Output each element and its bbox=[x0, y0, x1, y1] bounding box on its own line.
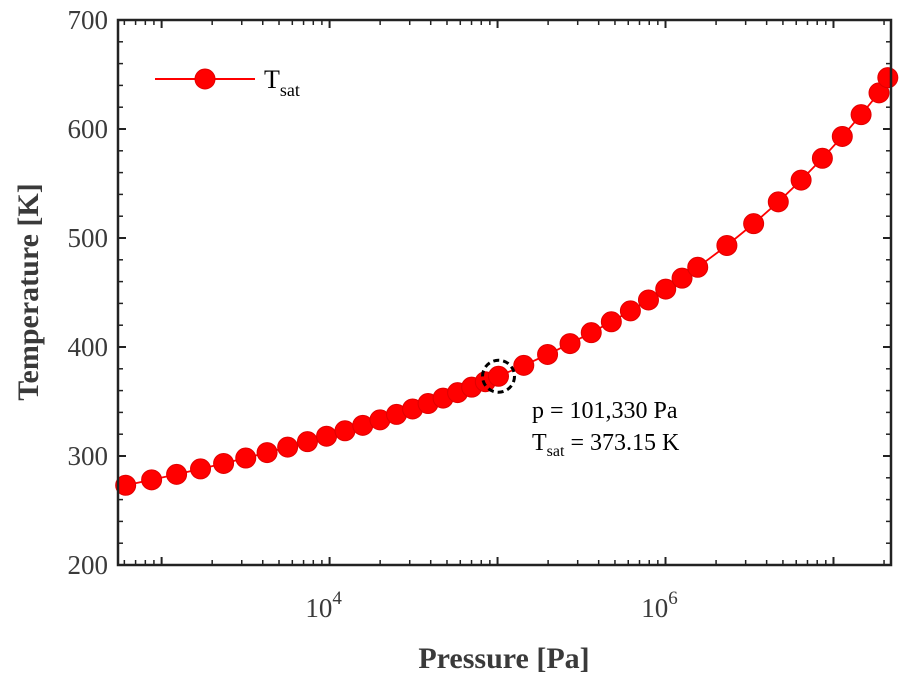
annotation-line-2-sub: sat bbox=[547, 443, 565, 460]
data-point bbox=[141, 469, 163, 491]
y-tick-label: 200 bbox=[68, 550, 109, 580]
data-point bbox=[850, 104, 872, 126]
plot-frame bbox=[116, 18, 893, 567]
y-axis-title: Temperature [K] bbox=[12, 183, 45, 400]
data-point bbox=[235, 447, 257, 469]
data-point bbox=[877, 67, 899, 89]
legend-label-main: T bbox=[264, 65, 280, 94]
legend: Tsat bbox=[155, 65, 300, 100]
y-tick-label: 300 bbox=[68, 441, 109, 471]
data-point bbox=[767, 191, 789, 213]
data-point bbox=[213, 452, 235, 474]
x-tick-label: 104 bbox=[305, 588, 342, 623]
plot-area bbox=[118, 20, 891, 565]
data-point bbox=[537, 343, 559, 365]
data-point bbox=[687, 256, 709, 278]
annotation-line-2-rest: = 373.15 K bbox=[564, 430, 680, 456]
legend-label-sub: sat bbox=[280, 80, 300, 100]
data-point bbox=[637, 289, 659, 311]
data-point bbox=[655, 278, 677, 300]
highlight-circle bbox=[481, 358, 517, 394]
legend-marker bbox=[194, 68, 216, 90]
annotation-line-2: Tsat = 373.15 K bbox=[532, 430, 680, 460]
data-point bbox=[488, 365, 510, 387]
data-point bbox=[513, 354, 535, 376]
data-point bbox=[671, 267, 693, 289]
x-tick-label-exponent: 6 bbox=[668, 588, 678, 609]
data-point bbox=[190, 458, 212, 480]
data-point bbox=[716, 234, 738, 256]
y-tick-label: 700 bbox=[68, 5, 109, 35]
annotation: p = 101,330 Pa Tsat = 373.15 K bbox=[532, 398, 680, 460]
data-point bbox=[296, 431, 318, 453]
series-layer bbox=[115, 67, 899, 496]
data-point bbox=[743, 213, 765, 235]
data-point bbox=[580, 322, 602, 344]
data-point bbox=[790, 169, 812, 191]
x-tick-label-base: 10 bbox=[641, 593, 668, 623]
y-tick-label: 600 bbox=[68, 114, 109, 144]
y-tick-label: 400 bbox=[68, 332, 109, 362]
x-tick-label: 106 bbox=[641, 588, 678, 623]
x-tick-label-exponent: 4 bbox=[332, 588, 342, 609]
y-tick-label: 500 bbox=[68, 223, 109, 253]
data-point bbox=[316, 425, 338, 447]
data-point bbox=[256, 442, 278, 464]
x-tick-label-base: 10 bbox=[305, 593, 332, 623]
data-point bbox=[600, 311, 622, 333]
data-point bbox=[277, 436, 299, 458]
data-point bbox=[334, 420, 356, 442]
x-axis-title: Pressure [Pa] bbox=[418, 642, 589, 675]
data-point bbox=[811, 147, 833, 169]
data-point bbox=[559, 333, 581, 355]
data-point bbox=[115, 474, 137, 496]
annotation-line-1: p = 101,330 Pa bbox=[532, 398, 678, 424]
data-point bbox=[619, 300, 641, 322]
data-point bbox=[166, 463, 188, 485]
data-point bbox=[831, 125, 853, 147]
annotation-line-2-main: T bbox=[532, 430, 547, 456]
legend-label: Tsat bbox=[264, 65, 300, 100]
